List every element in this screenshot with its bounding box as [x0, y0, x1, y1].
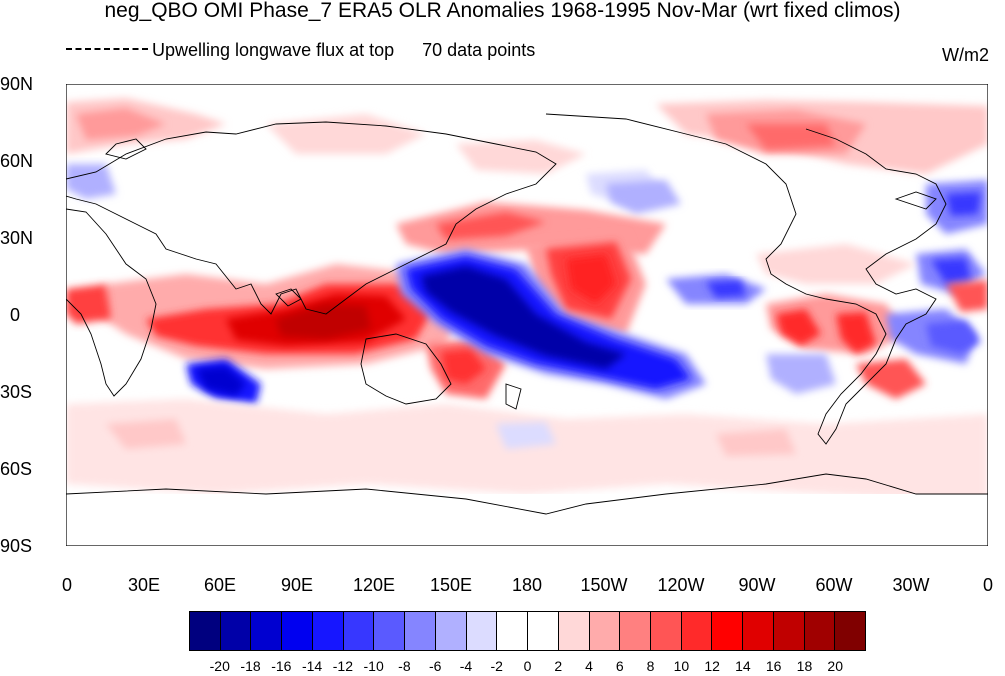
- colorbar-swatch: [681, 612, 713, 650]
- colorbar-tick-label: 16: [765, 658, 782, 674]
- colorbar-tick-label: -20: [209, 658, 230, 674]
- lon-label-150w: 150W: [580, 575, 628, 595]
- colorbar-swatch: [220, 612, 252, 650]
- colorbar-swatch: [251, 612, 283, 650]
- lon-label-90w: 90W: [738, 575, 776, 595]
- colorbar-tick-label: 14: [735, 658, 751, 674]
- lon-label-90e: 90E: [280, 575, 314, 595]
- colorbar-tick-label: 8: [646, 658, 655, 674]
- colorbar-tick-label: -2: [490, 658, 503, 674]
- colorbar-tick-label: -16: [271, 658, 292, 674]
- colorbar-tick-label: -18: [240, 658, 261, 674]
- colorbar-swatch: [312, 612, 344, 650]
- colorbar-swatch: [651, 612, 682, 650]
- data-points-label: 70 data points: [422, 40, 536, 60]
- lon-label-60w: 60W: [815, 575, 853, 595]
- dashed-line-icon: [66, 48, 148, 51]
- lat-label-90s: 90S: [0, 536, 33, 556]
- colorbar-tick-label: -4: [459, 658, 473, 674]
- colorbar-tick-label: 0: [523, 658, 532, 674]
- colorbar-tick-label: 10: [673, 658, 690, 674]
- colorbar-swatch: [374, 612, 406, 650]
- lat-label-30n: 30N: [0, 228, 34, 248]
- colorbar-tick-label: -8: [398, 658, 411, 674]
- colorbar-tick-label: 6: [615, 658, 624, 674]
- colorbar-tick-label: -6: [428, 658, 442, 674]
- lon-label-0-end: 0: [982, 575, 994, 595]
- colorbar-tick-label: 20: [827, 658, 844, 674]
- lon-label-150e: 150E: [429, 575, 473, 595]
- olr-anomaly-map: [66, 84, 988, 546]
- colorbar-swatch: [589, 612, 621, 650]
- colorbar-tick-label: -14: [301, 658, 323, 674]
- colorbar-swatch: [558, 612, 590, 650]
- colorbar-tick-label: 18: [796, 658, 813, 674]
- anomaly-shading: [66, 98, 988, 546]
- lon-label-60e: 60E: [203, 575, 237, 595]
- colorbar-tick-label: 12: [704, 658, 720, 674]
- colorbar-tick-label: 2: [554, 658, 563, 674]
- colorbar-swatch: [835, 612, 866, 650]
- lon-label-30w: 30W: [892, 575, 930, 595]
- colorbar-swatch: [190, 612, 221, 650]
- colorbar-swatch: [405, 612, 436, 650]
- lon-label-30e: 30E: [127, 575, 161, 595]
- colorbar-swatch: [282, 612, 313, 650]
- colorbar-swatch: [620, 612, 652, 650]
- colorbar-tick-label: -10: [363, 658, 384, 674]
- colorbar-swatch: [743, 612, 774, 650]
- colorbar-swatch: [466, 612, 498, 650]
- colorbar-swatch: [497, 612, 529, 650]
- colorbar-swatch: [343, 612, 375, 650]
- colorbar-swatch: [773, 612, 805, 650]
- lon-label-120e: 120E: [352, 575, 396, 595]
- colorbar-swatch: [712, 612, 744, 650]
- lon-label-120w: 120W: [657, 575, 705, 595]
- lat-label-90n: 90N: [0, 74, 34, 94]
- lat-label-60n: 60N: [0, 151, 34, 171]
- colorbar-swatch: [804, 612, 836, 650]
- colorbar-tick-label: 4: [585, 658, 593, 674]
- lon-label-180: 180: [511, 575, 543, 595]
- colorbar-swatch: [528, 612, 559, 650]
- lat-label-eq: 0: [10, 305, 21, 325]
- lon-label-0: 0: [61, 575, 73, 595]
- variable-label: Upwelling longwave flux at top: [152, 40, 395, 60]
- lat-label-30s: 30S: [0, 382, 33, 402]
- colorbar-swatch: [435, 612, 467, 650]
- colorbar-tick-label: -12: [332, 658, 353, 674]
- lat-label-60s: 60S: [0, 459, 33, 479]
- colorbar: [189, 611, 866, 651]
- coastlines: [66, 113, 988, 515]
- legend-line: Upwelling longwave flux at top 70 data po…: [66, 40, 535, 61]
- map-title: neg_QBO OMI Phase_7 ERA5 OLR Anomalies 1…: [104, 0, 901, 22]
- units-label: W/m2: [942, 45, 989, 65]
